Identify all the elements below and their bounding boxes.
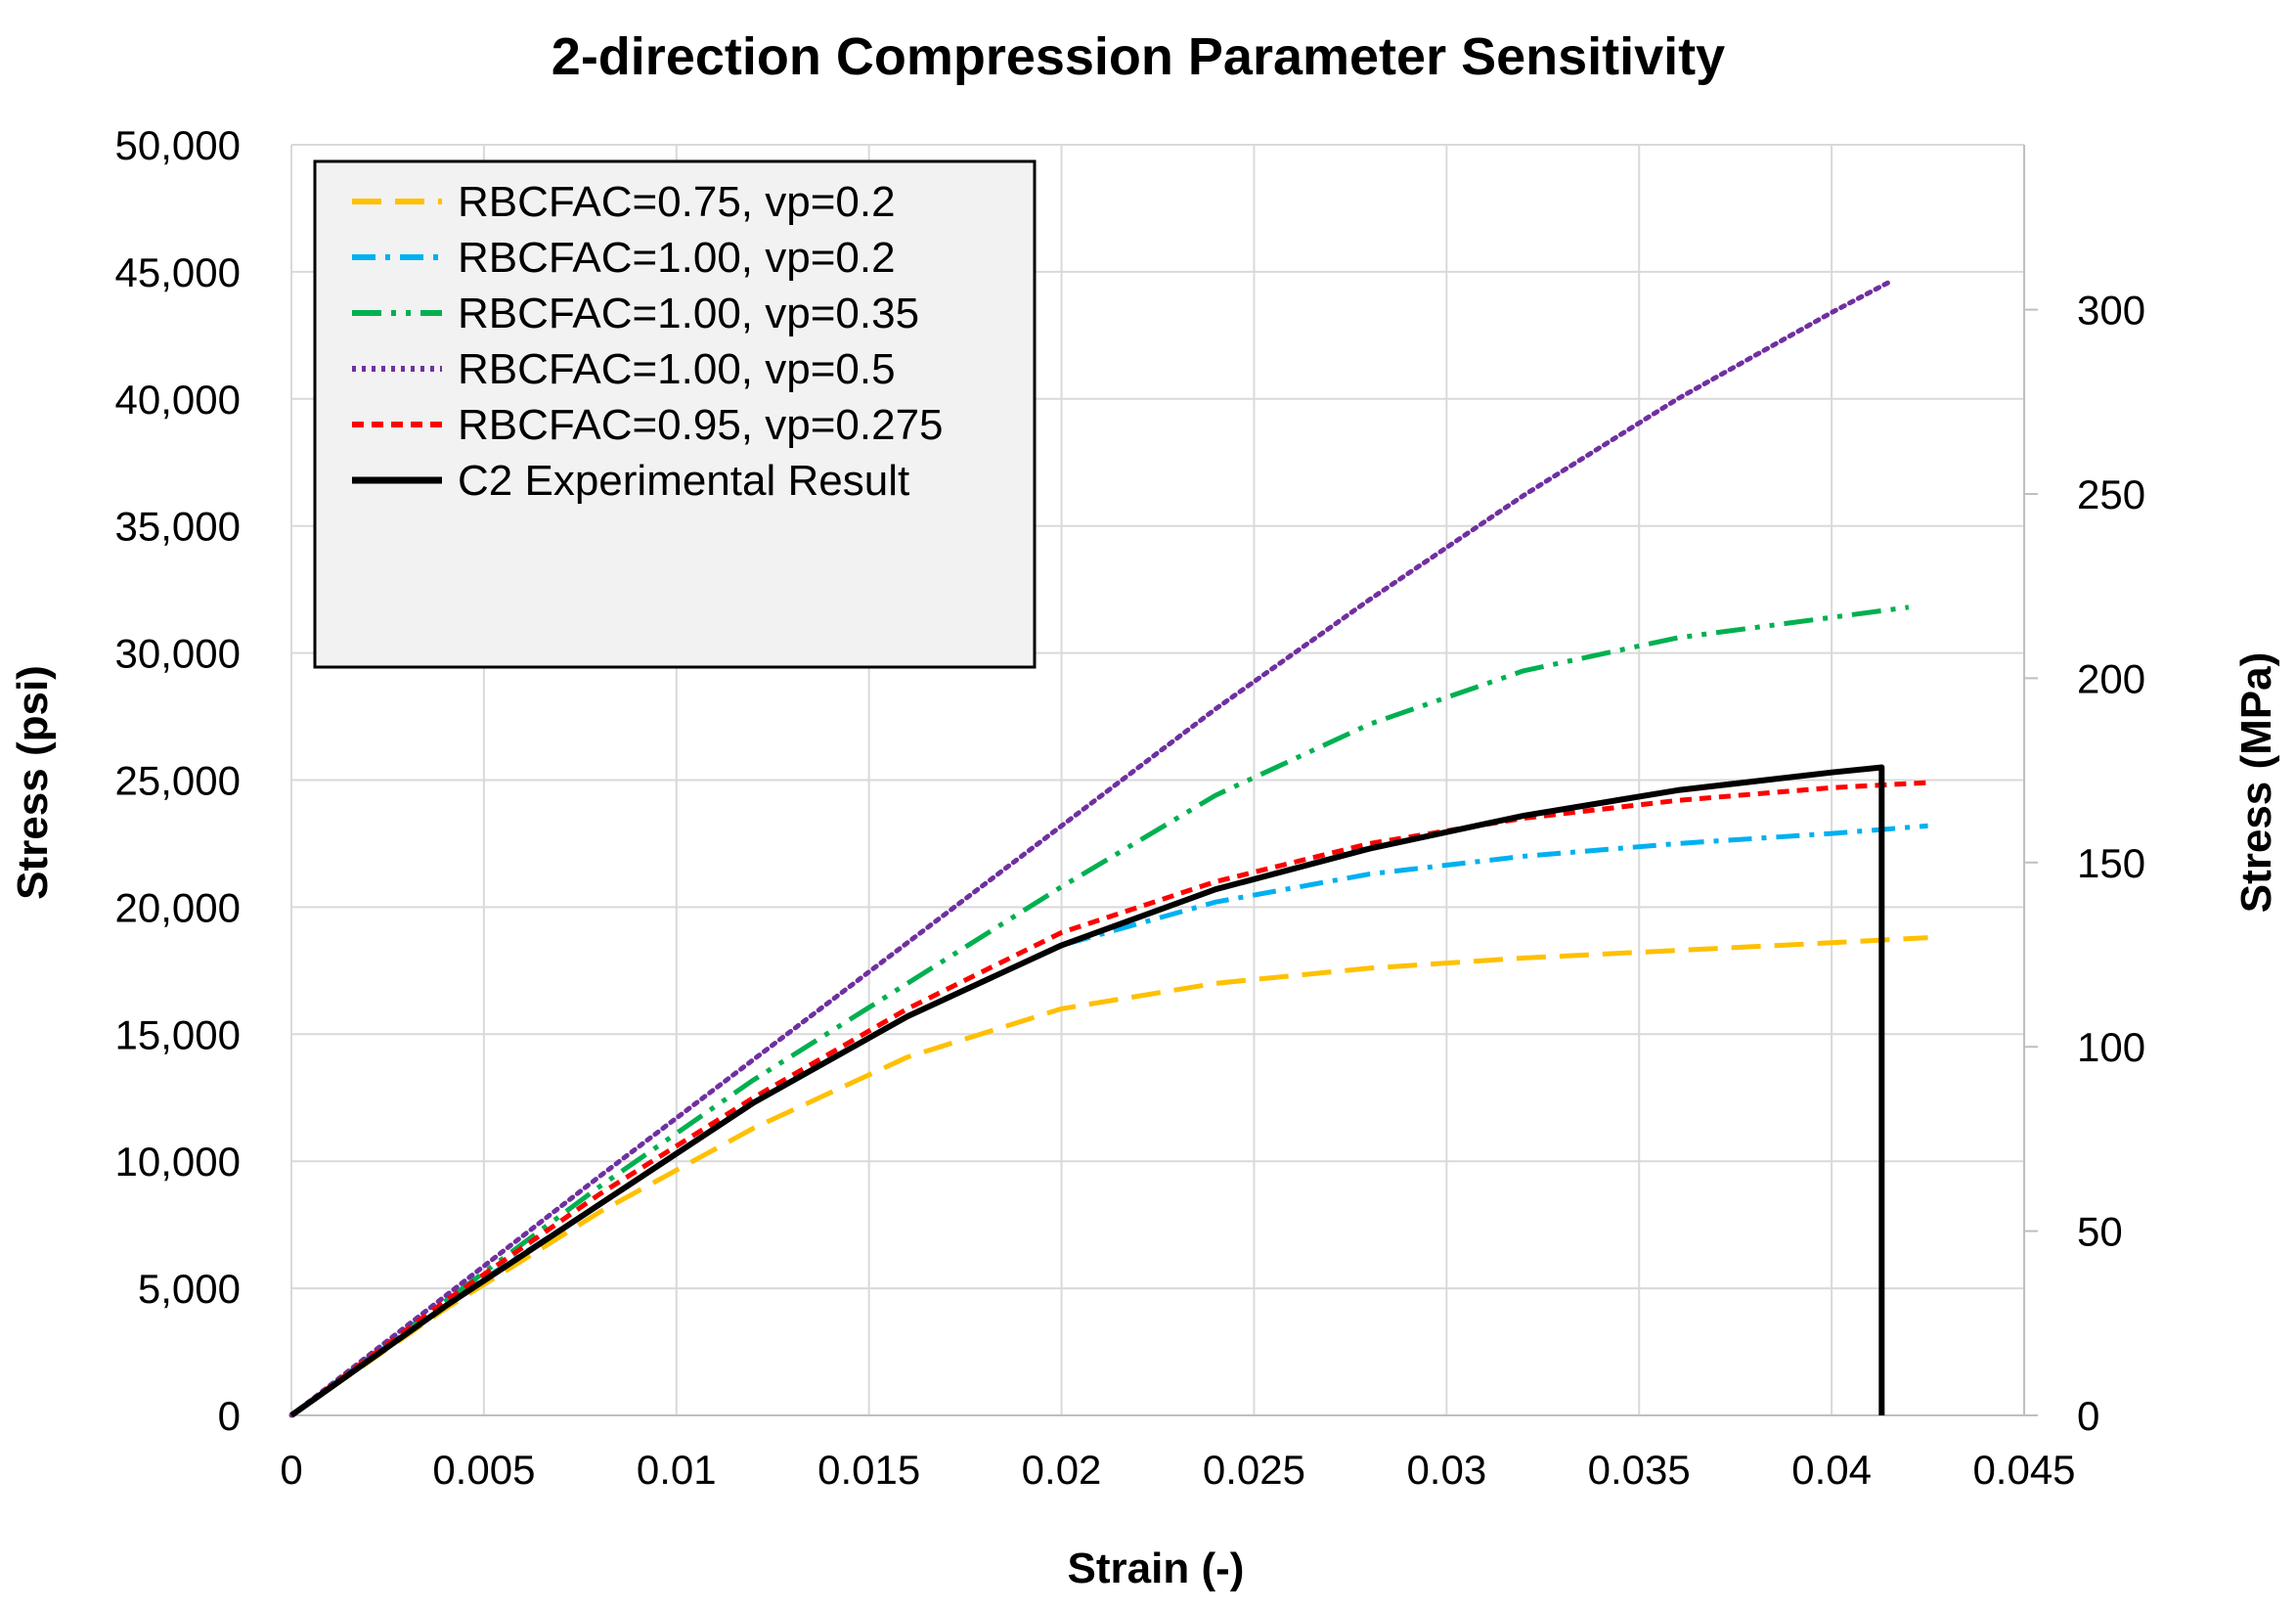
x-tick-label: 0.005 (432, 1447, 535, 1493)
y-tick-label: 40,000 (115, 377, 241, 423)
x-tick-label: 0.025 (1203, 1447, 1305, 1493)
x-tick-label: 0.01 (637, 1447, 717, 1493)
y2-tick-label: 0 (2077, 1393, 2099, 1439)
series-line-4 (288, 279, 1892, 1418)
y2-tick-label: 250 (2077, 471, 2145, 517)
chart-title: 2-direction Compression Parameter Sensit… (552, 27, 1725, 86)
x-axis-label: Strain (-) (1068, 1544, 1245, 1592)
x-tick-label: 0.03 (1406, 1447, 1486, 1493)
legend-label-5: RBCFAC=0.95, vp=0.275 (458, 401, 944, 449)
x-tick-label: 0.035 (1588, 1447, 1691, 1493)
y-tick-label: 20,000 (115, 884, 241, 930)
y-tick-label: 35,000 (115, 504, 241, 550)
series-line-5 (289, 780, 1928, 1418)
y-tick-label: 0 (218, 1393, 241, 1439)
legend-label-4: RBCFAC=1.00, vp=0.5 (458, 345, 896, 393)
y2-axis-label: Stress (MPa) (2232, 652, 2280, 914)
y-tick-label: 15,000 (115, 1011, 241, 1057)
series-line-3 (289, 604, 1910, 1418)
y2-tick-label: 100 (2077, 1024, 2145, 1070)
series-line-6 (289, 764, 1885, 1418)
legend-label-2: RBCFAC=1.00, vp=0.2 (458, 234, 896, 282)
y-tick-label: 10,000 (115, 1139, 241, 1185)
y2-tick-label: 200 (2077, 655, 2145, 701)
tick-labels: 0 0.005 0.01 0.015 0.02 0.025 0.03 0.035 0.04 0.0… (115, 122, 2146, 1493)
x-tick-label: 0.04 (1791, 1447, 1872, 1493)
legend-label-1: RBCFAC=0.75, vp=0.2 (458, 178, 896, 226)
y2-tick-label: 300 (2077, 288, 2145, 334)
legend-label-6: C2 Experimental Result (458, 457, 909, 505)
y-tick-label: 30,000 (115, 631, 241, 677)
y-tick-label: 50,000 (115, 122, 241, 168)
y2-tick-label: 150 (2077, 840, 2145, 886)
y-tick-label: 45,000 (115, 249, 241, 295)
x-tick-label: 0 (280, 1447, 302, 1493)
legend-box (313, 159, 1037, 669)
y-axis-label: Stress (psi) (9, 665, 57, 900)
series-line-1 (289, 935, 1928, 1418)
legend-label-3: RBCFAC=1.00, vp=0.35 (458, 290, 919, 337)
x-tick-label: 0.015 (817, 1447, 920, 1493)
x-tick-label: 0.02 (1022, 1447, 1102, 1493)
y2-tick-label: 50 (2077, 1209, 2123, 1255)
series-group (288, 279, 1928, 1418)
y-tick-label: 25,000 (115, 758, 241, 804)
axes (291, 145, 2038, 1416)
legend: RBCFAC=0.75, vp=0.2 RBCFAC=1.00, vp=0.2 RB… (313, 159, 1037, 669)
y-tick-label: 5,000 (138, 1266, 241, 1312)
x-tick-label: 0.045 (1972, 1447, 2075, 1493)
